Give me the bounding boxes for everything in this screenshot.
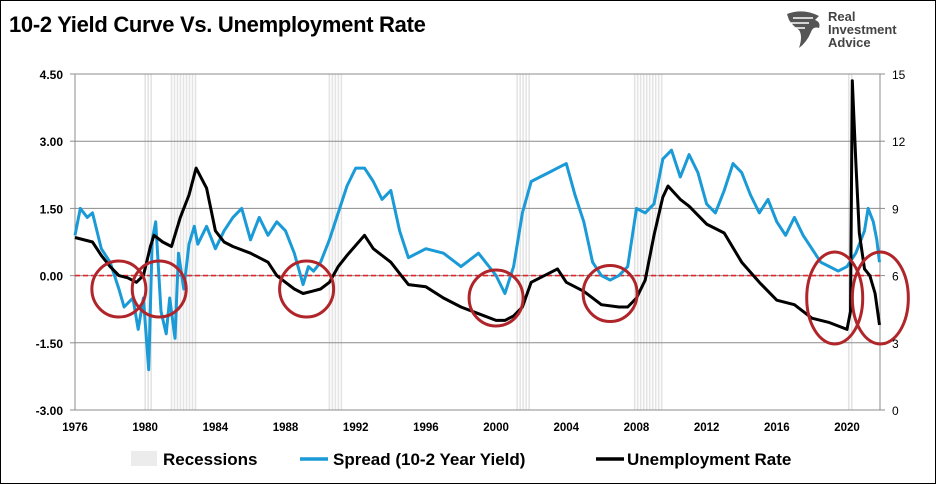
logo-line: Real [828,9,856,24]
y-right-tick-label: 15 [892,68,906,82]
x-tick-label: 2000 [483,422,509,434]
eagle-logo-icon [787,11,820,48]
annotation-circle [90,259,148,319]
annotation-circle [850,250,910,346]
legend-label-recessions: Recessions [163,450,258,469]
annotation-circle [467,268,525,328]
x-tick-label: 1980 [132,422,158,434]
y-left-tick-label: 4.50 [40,68,64,82]
x-tick-label: 2008 [624,422,650,434]
annotation-circle [581,264,639,324]
x-tick-label: 2016 [764,422,790,434]
x-tick-label: 1976 [62,422,88,434]
x-tick-label: 2004 [553,422,579,434]
logo-line: Advice [828,35,871,50]
y-left-tick-label: 3.00 [40,135,64,149]
annotation-circle [278,259,336,319]
annotation-circle [805,250,865,346]
y-left-tick-label: 0.00 [40,270,64,284]
x-tick-label: 2020 [834,422,860,434]
y-right-tick-label: 9 [892,202,899,216]
legend-label-spread: Spread (10-2 Year Yield) [333,450,525,469]
x-tick-label: 1996 [413,422,439,434]
logo-line: Investment [828,22,897,37]
annotation-circle [130,259,188,319]
chart-title: 10-2 Yield Curve Vs. Unemployment Rate [9,12,426,37]
legend-swatch-recessions [131,451,157,466]
x-tick-label: 2012 [694,422,720,434]
x-tick-label: 1984 [203,422,229,434]
x-tick-label: 1992 [343,422,369,434]
y-left-tick-label: -3.00 [36,404,64,418]
y-right-tick-label: 0 [892,404,899,418]
y-left-tick-label: 1.50 [40,202,64,216]
x-tick-label: 1988 [273,422,299,434]
logo: Real Investment Advice [785,8,925,52]
y-right-tick-label: 6 [892,270,899,284]
unemployment-line [74,79,881,331]
y-right-tick-label: 12 [892,135,906,149]
y-right-tick-label: 3 [892,337,899,351]
legend: Recessions Spread (10-2 Year Yield) Unem… [131,450,791,469]
spread-line [73,148,881,372]
y-left-tick-label: -1.50 [36,337,64,351]
legend-label-unemployment: Unemployment Rate [627,450,791,469]
